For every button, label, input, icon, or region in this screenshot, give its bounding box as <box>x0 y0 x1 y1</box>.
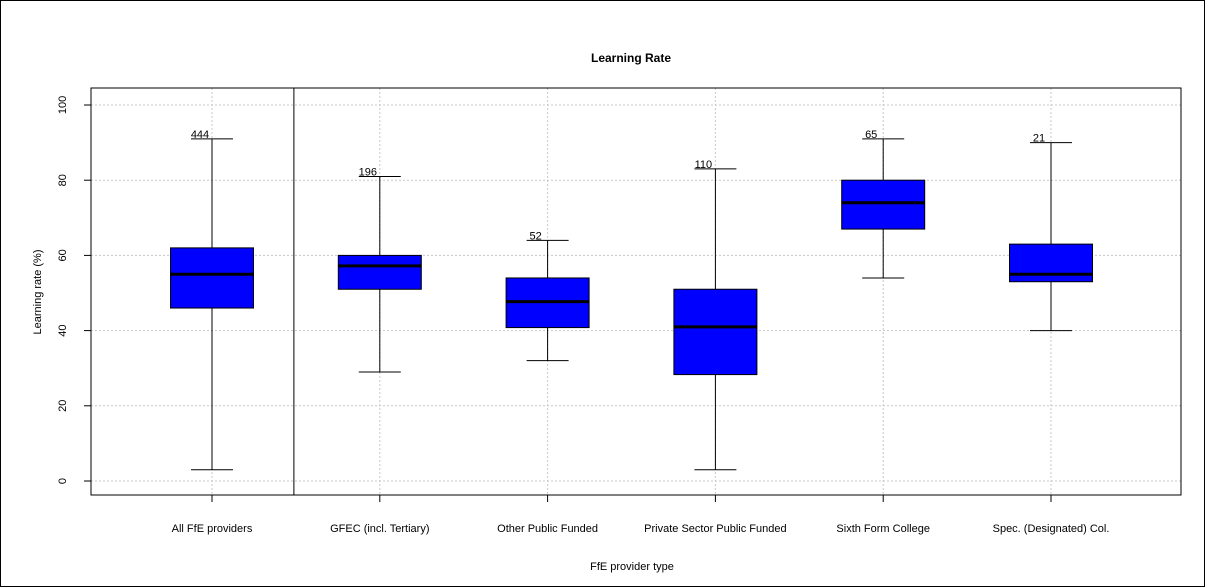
iqr-box <box>1009 243 1093 283</box>
box-1: 196 <box>337 166 422 373</box>
x-axis-title: FfE provider type <box>590 561 674 573</box>
count-label: 65 <box>865 129 877 141</box>
y-tick-label: 80 <box>57 174 69 186</box>
count-label: 196 <box>359 166 377 178</box>
x-tick-label: Sixth Form College <box>836 523 930 535</box>
x-tick-label: GFEC (incl. Tertiary) <box>330 523 429 535</box>
y-tick-label: 60 <box>57 249 69 261</box>
y-tick-label: 100 <box>57 96 69 114</box>
y-tick-label: 0 <box>57 478 69 484</box>
x-tick-label: Private Sector Public Funded <box>644 523 786 535</box>
y-tick-label: 40 <box>57 324 69 336</box>
count-label: 21 <box>1033 133 1045 145</box>
plot-area <box>90 87 1182 496</box>
count-label: 110 <box>695 159 713 171</box>
box-4: 65 <box>841 129 926 279</box>
x-tick-label: Other Public Funded <box>497 523 598 535</box>
chart-title: Learning Rate <box>591 51 671 65</box>
box-5: 21 <box>1009 133 1093 332</box>
box-3: 110 <box>673 159 758 471</box>
y-tick-label: 20 <box>57 400 69 412</box>
iqr-box <box>841 179 926 230</box>
iqr-box <box>170 247 254 309</box>
x-tick-label: Spec. (Designated) Col. <box>993 523 1110 535</box>
count-label: 444 <box>191 129 209 141</box>
x-tick-label: All FfE providers <box>172 523 253 535</box>
iqr-box <box>337 254 422 290</box>
count-label: 52 <box>529 230 541 242</box>
box-0: 444 <box>170 129 254 471</box>
iqr-box <box>673 288 758 376</box>
box-2: 52 <box>505 230 590 362</box>
y-axis-title: Learning rate (%) <box>32 250 44 335</box>
